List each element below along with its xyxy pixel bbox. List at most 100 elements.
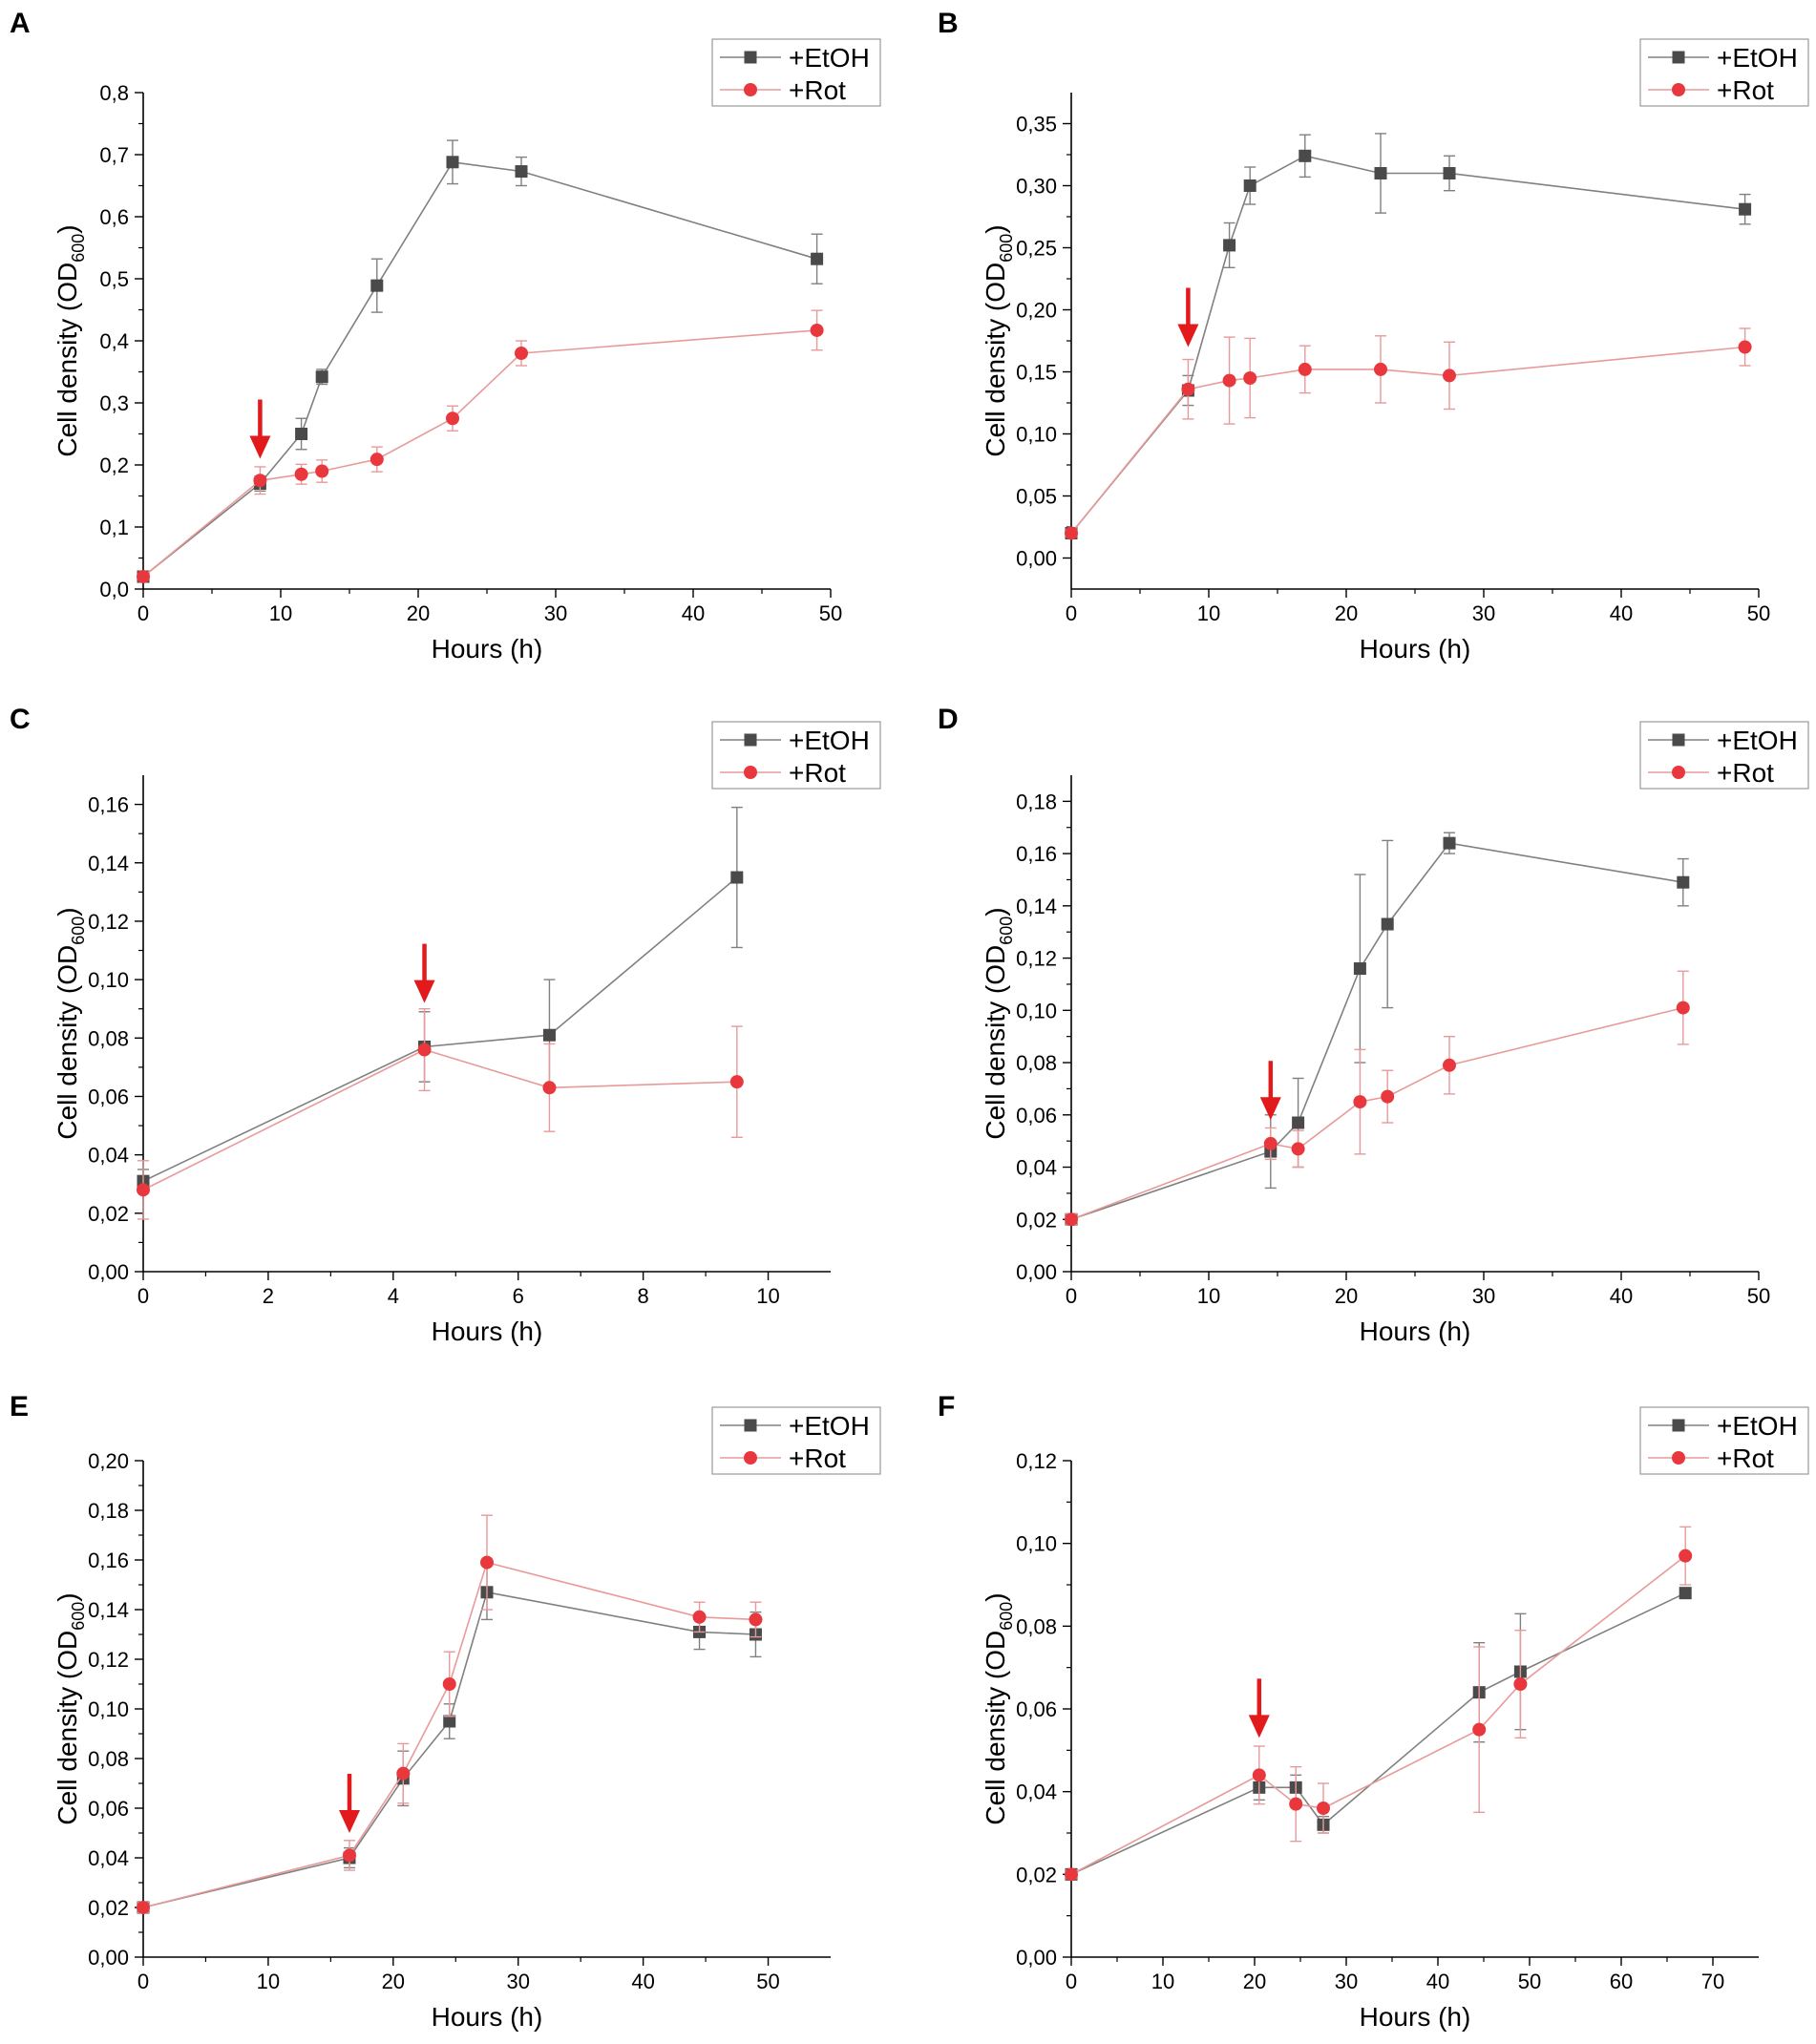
y-tick-label: 0,10	[88, 1697, 129, 1721]
y-tick-label: 0,00	[1016, 1946, 1057, 1970]
x-tick-label: 4	[388, 1284, 399, 1308]
data-point	[542, 1028, 556, 1042]
y-tick-label: 0,00	[1016, 1260, 1057, 1284]
data-point	[1676, 1001, 1690, 1015]
x-tick-label: 50	[1747, 1284, 1770, 1308]
y-tick-label: 0,12	[1016, 947, 1057, 971]
data-point	[443, 1715, 456, 1728]
legend: +EtOH+Rot	[1639, 1406, 1809, 1475]
data-point	[1317, 1802, 1330, 1815]
legend-box	[1639, 38, 1809, 107]
data-point	[1513, 1677, 1528, 1691]
legend-label: +EtOH	[1717, 1411, 1798, 1441]
series-line	[1070, 1555, 1686, 1876]
x-axis-title: Hours (h)	[1360, 2002, 1471, 2032]
chart-panel-b: B 0 10 20 30 40 50 0,00 0,05 0,10 0,15 0,20 0,25 0,30…	[938, 8, 1809, 664]
panel-label: B	[938, 8, 959, 39]
data-point	[370, 279, 384, 292]
data-point	[417, 1043, 432, 1057]
y-tick-label: 0,04	[1016, 1156, 1057, 1180]
legend-marker	[744, 733, 757, 747]
data-point	[1065, 526, 1078, 540]
data-point	[1353, 962, 1366, 976]
data-point	[1289, 1797, 1303, 1811]
series-etoh	[137, 139, 824, 583]
data-point	[137, 1901, 150, 1914]
x-tick-label: 40	[1426, 1970, 1449, 1993]
series-rot	[137, 1008, 744, 1220]
data-point	[1677, 875, 1690, 889]
chart-panel-c: C 0 2 4 6 8 10 0,00 0,02 0,04 0,06 0,08 0,10 0,12 0,14…	[10, 704, 881, 1346]
x-tick-label: 70	[1701, 1970, 1724, 1993]
series-rot	[137, 309, 824, 583]
data-point	[294, 467, 308, 481]
chart-panel-d: D 0 10 20 30 40 50 0,00 0,02 0,04 0,06 0,08 0,10 0,12…	[938, 704, 1809, 1346]
y-axis-title: Cell density (OD600)	[53, 1592, 88, 1824]
y-tick-label: 0,35	[1016, 113, 1057, 137]
data-point	[1679, 1549, 1693, 1563]
legend-label: +Rot	[1717, 75, 1774, 105]
x-tick-label: 30	[1335, 1970, 1358, 1993]
data-point	[1252, 1768, 1266, 1782]
y-axis-title: Cell density (OD600)	[53, 224, 88, 456]
y-tick-label: 0,04	[88, 1846, 129, 1870]
data-point	[446, 156, 459, 169]
panel-label: E	[10, 1391, 29, 1422]
data-point	[315, 370, 328, 384]
x-axis-title: Hours (h)	[1360, 1317, 1471, 1346]
x-tick-label: 40	[682, 601, 705, 625]
treatment-arrow-head	[249, 435, 271, 459]
x-tick-label: 20	[382, 1970, 405, 1993]
legend-marker	[1672, 1451, 1685, 1465]
data-point	[480, 1555, 494, 1570]
legend-marker	[744, 83, 757, 96]
legend-box	[1639, 1406, 1809, 1475]
x-tick-label: 0	[137, 1970, 149, 1993]
y-tick-label: 0,08	[88, 1026, 129, 1050]
series-line	[142, 1591, 756, 1908]
legend-label: +Rot	[789, 75, 846, 105]
series-line	[1070, 1591, 1686, 1876]
legend-label: +Rot	[789, 758, 846, 788]
x-tick-label: 30	[506, 1970, 529, 1993]
legend-label: +EtOH	[789, 1411, 870, 1441]
x-tick-label: 0	[1066, 1970, 1077, 1993]
series-etoh	[137, 806, 744, 1194]
x-tick-label: 40	[1610, 1284, 1633, 1308]
data-point	[1381, 917, 1394, 931]
legend-marker	[1672, 733, 1685, 747]
data-point	[692, 1610, 707, 1624]
data-point	[1181, 382, 1195, 396]
x-axis-title: Hours (h)	[1360, 634, 1471, 664]
legend: +EtOH+Rot	[711, 1406, 881, 1475]
x-tick-label: 30	[1472, 601, 1495, 625]
legend-marker	[1672, 1419, 1685, 1432]
x-tick-label: 8	[638, 1284, 649, 1308]
x-axis-title: Hours (h)	[432, 1317, 543, 1346]
y-tick-label: 0,04	[88, 1144, 129, 1168]
series-line	[1070, 155, 1745, 535]
treatment-arrow-head	[1259, 1097, 1281, 1121]
legend-box	[1639, 721, 1809, 790]
legend-marker	[744, 1419, 757, 1432]
x-tick-label: 0	[1066, 601, 1077, 625]
panel-label: F	[938, 1391, 955, 1422]
legend: +EtOH+Rot	[711, 721, 881, 790]
legend-label: +EtOH	[1717, 43, 1798, 73]
data-point	[515, 347, 528, 360]
y-tick-label: 0,08	[1016, 1614, 1057, 1638]
y-tick-label: 0,02	[88, 1202, 129, 1226]
legend: +EtOH+Rot	[1639, 721, 1809, 790]
x-tick-label: 0	[137, 601, 149, 625]
y-tick-label: 0,02	[88, 1896, 129, 1920]
data-point	[137, 1183, 150, 1197]
y-tick-label: 0,7	[99, 143, 129, 167]
chart-panel-e: E 0 10 20 30 40 50 0,00 0,02 0,04 0,06 0,08 0,10 0,12…	[10, 1391, 881, 2032]
data-point	[1739, 202, 1752, 216]
data-point	[1292, 1116, 1305, 1129]
y-tick-label: 0,14	[88, 852, 129, 875]
legend-marker	[1672, 83, 1685, 96]
y-tick-label: 0,10	[88, 968, 129, 992]
chart-panel-f: F 0 10 20 30 40 50 60 70 0,00 0,02 0,04 0,06 0,08 0,10…	[938, 1391, 1809, 2032]
